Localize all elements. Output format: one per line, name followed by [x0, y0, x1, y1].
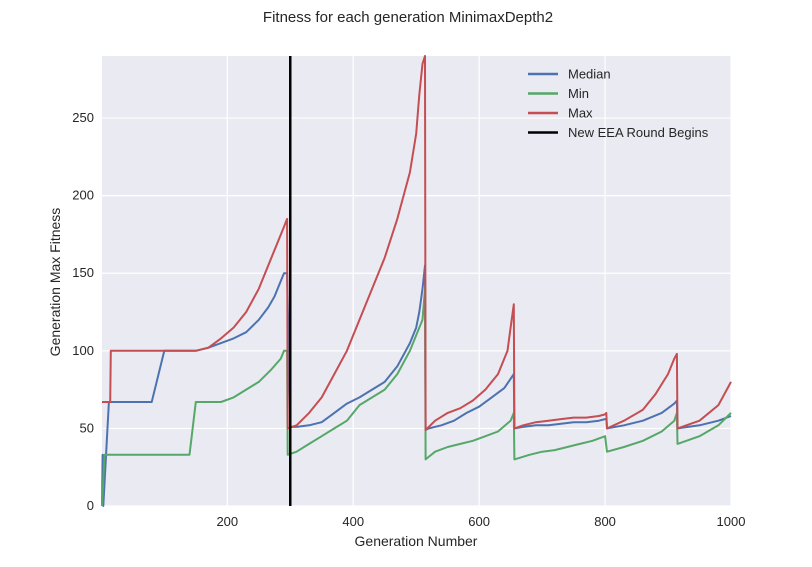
legend-label: Median	[568, 67, 611, 82]
y-tick-label: 100	[72, 343, 94, 358]
tick-labels: 200 400 600 800 1000 0 50 100 150 200 250	[72, 110, 745, 529]
legend-label: New EEA Round Begins	[568, 125, 709, 140]
y-tick-label: 250	[72, 110, 94, 125]
y-tick-label: 0	[87, 498, 94, 513]
y-tick-label: 200	[72, 188, 94, 203]
series-layer	[101, 55, 732, 507]
legend-label: Min	[568, 86, 589, 101]
x-tick-label: 600	[468, 514, 490, 529]
chart-title: Fitness for each generation MinimaxDepth…	[263, 9, 553, 26]
x-tick-label: 800	[594, 514, 616, 529]
y-axis-label: Generation Max Fitness	[47, 208, 63, 357]
series-line-max	[102, 55, 732, 431]
legend: Median Min Max New EEA Round Begins	[528, 67, 709, 140]
series-line-min	[101, 287, 732, 507]
x-tick-label: 1000	[717, 514, 746, 529]
legend-label: Max	[568, 106, 593, 121]
y-tick-label: 150	[72, 265, 94, 280]
y-tick-label: 50	[80, 420, 94, 435]
x-tick-label: 400	[342, 514, 364, 529]
x-axis-label: Generation Number	[355, 533, 478, 549]
x-tick-label: 200	[216, 514, 238, 529]
